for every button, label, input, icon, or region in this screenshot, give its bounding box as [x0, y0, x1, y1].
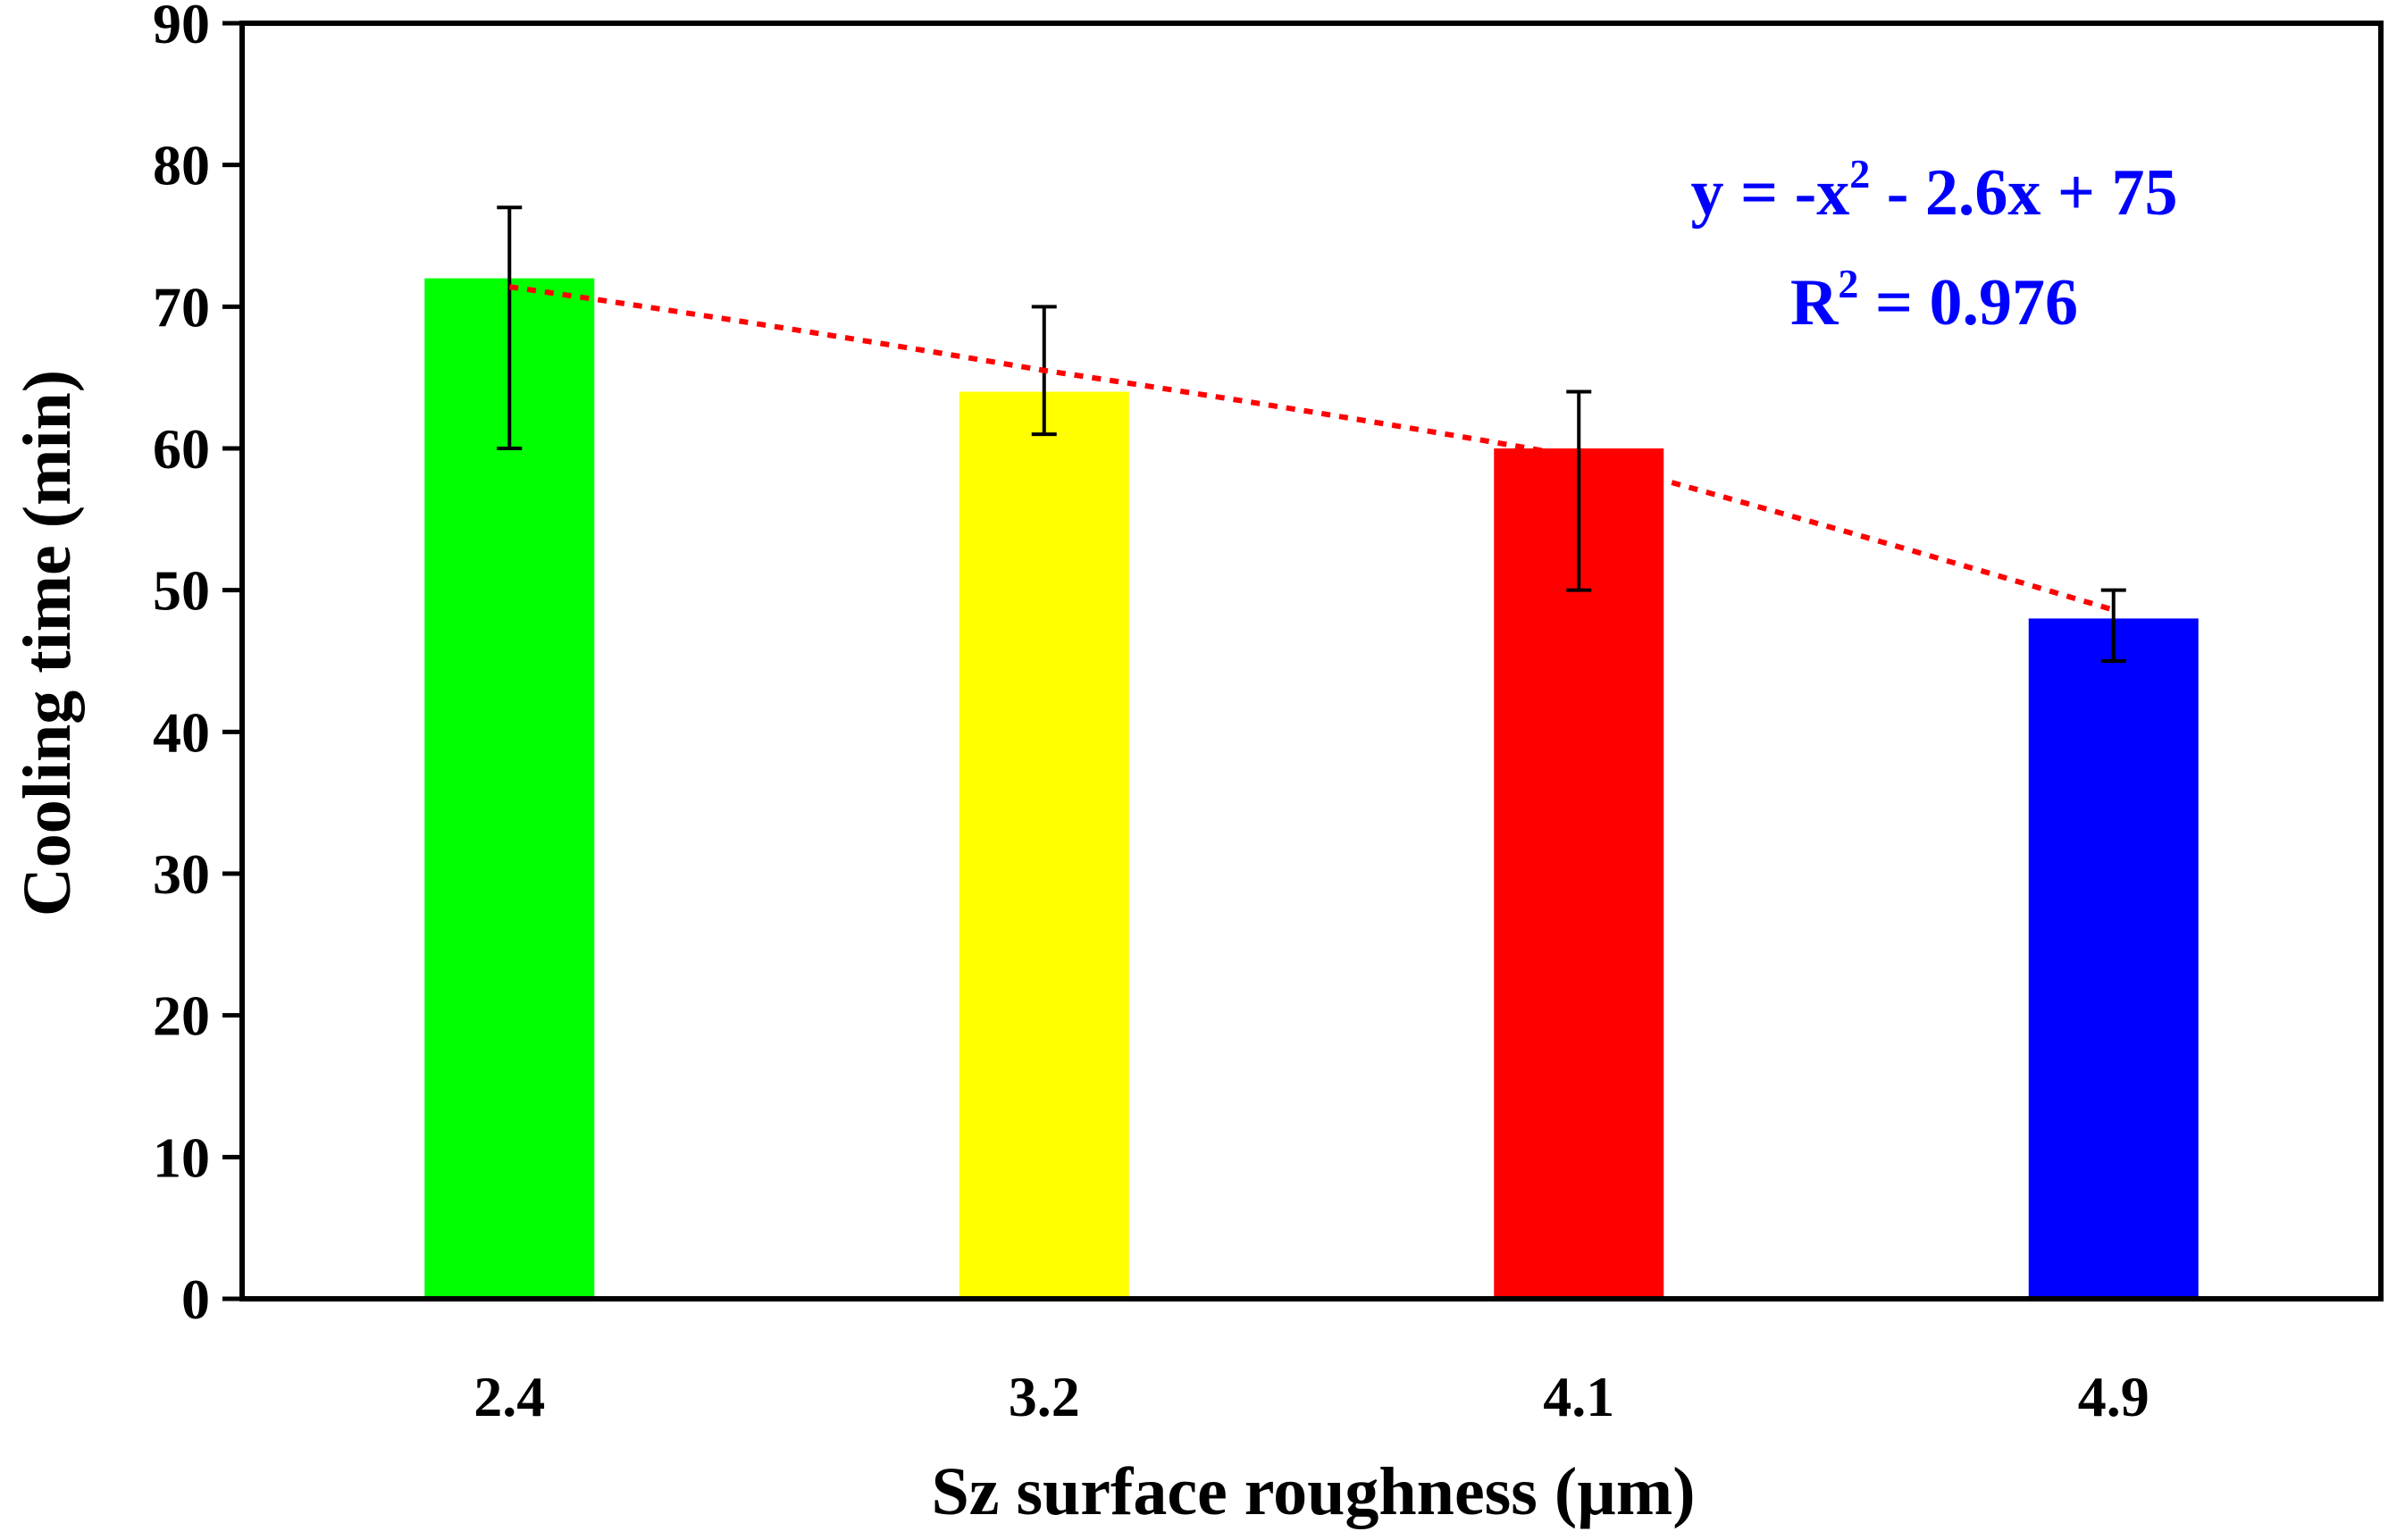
- y-axis-title: Cooling time (min): [10, 370, 85, 916]
- y-tick-label-10: 10: [153, 1126, 210, 1189]
- error-bar-4.1: [1566, 389, 1592, 592]
- x-category-label-2.4: 2.4: [473, 1365, 545, 1428]
- y-tick-label-70: 70: [153, 275, 210, 339]
- x-category-label-4.9: 4.9: [2078, 1365, 2149, 1428]
- y-tick-label-90: 90: [153, 0, 210, 55]
- y-tick-label-60: 60: [153, 417, 210, 481]
- trendline-equation: y = -x2 - 2.6x + 75: [1690, 151, 2177, 230]
- y-tick-label-80: 80: [153, 134, 210, 197]
- x-axis-title: Sz surface roughness (µm): [931, 1454, 1695, 1529]
- error-bar-4.9: [2100, 588, 2126, 663]
- y-tick-label-30: 30: [153, 842, 210, 906]
- y-tick-label-50: 50: [153, 559, 210, 623]
- trendline: [508, 284, 2115, 613]
- y-axis-ticks: 0 10 20 30 40 50 60 70 80 90: [153, 0, 242, 1331]
- category-labels: 2.4 3.2 4.1 4.9: [473, 1365, 2149, 1428]
- x-category-label-3.2: 3.2: [1009, 1365, 1080, 1428]
- bar-3.2: [959, 391, 1129, 1299]
- y-tick-label-40: 40: [153, 700, 210, 764]
- plot-frame: [239, 21, 2384, 1301]
- r-squared-label: R2 = 0.976: [1790, 261, 2078, 339]
- y-tick-label-0: 0: [181, 1268, 210, 1331]
- bars-group: [424, 278, 2199, 1300]
- bar-4.9: [2028, 618, 2199, 1299]
- x-category-label-4.1: 4.1: [1543, 1365, 1614, 1428]
- error-bars: [497, 205, 2126, 663]
- y-tick-label-20: 20: [153, 984, 210, 1048]
- error-bar-2.4: [497, 205, 523, 450]
